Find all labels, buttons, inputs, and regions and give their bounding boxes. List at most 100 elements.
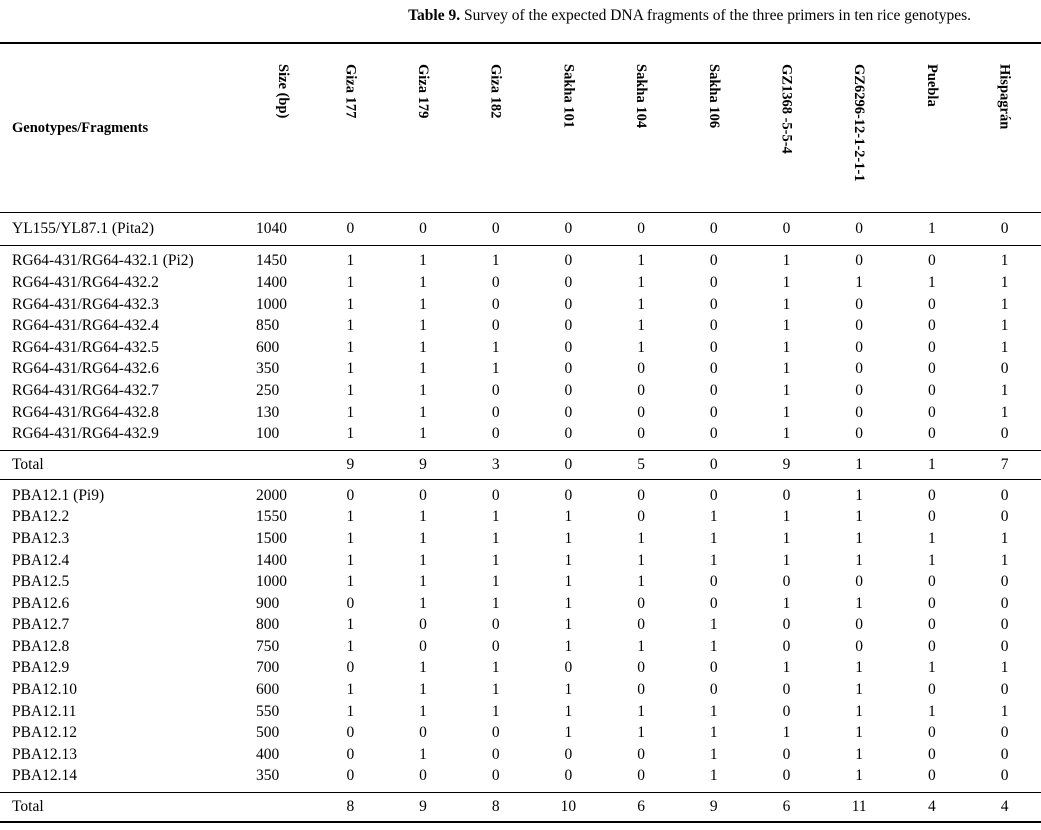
presence-value: 0 [927, 573, 936, 591]
fragment-size: 700 [256, 659, 280, 677]
fragment-label: PBA12.4 [12, 551, 70, 569]
presence-value: 1 [822, 478, 896, 507]
presence-value: 1 [564, 529, 573, 547]
header-genotype: Giza 177 [314, 42, 387, 213]
total-value: 9 [386, 449, 460, 480]
fragment-size: 600 [256, 338, 280, 356]
total-row: Total 9 9 3 0 5 0 9 1 1 7 [0, 449, 1041, 480]
presence-value: 0 [782, 681, 791, 699]
presence-value: 1 [491, 529, 500, 547]
fragment-size [252, 792, 315, 824]
presence-value: 0 [637, 403, 645, 421]
table-row: PBA12.9 700 0 1 1 0 0 0 1 1 1 1 [0, 658, 1041, 680]
presence-value: 0 [491, 724, 500, 742]
fragment-size: 800 [256, 616, 280, 634]
presence-value: 1 [346, 295, 355, 313]
presence-value: 0 [855, 295, 864, 313]
presence-value: 1 [564, 508, 573, 526]
table-row: PBA12.13 400 0 1 0 0 0 1 0 1 0 0 [0, 744, 1041, 766]
presence-value: 1 [346, 529, 355, 547]
presence-value: 1 [709, 724, 718, 742]
presence-value: 1 [419, 529, 427, 547]
total-value: 3 [459, 449, 533, 480]
fragment-label: PBA12.11 [12, 702, 77, 720]
presence-value: 1 [782, 551, 791, 569]
presence-value: 0 [855, 573, 864, 591]
fragment-label: PBA12.6 [12, 594, 70, 612]
presence-value: 0 [346, 767, 355, 785]
fragment-size: 1000 [256, 295, 288, 313]
presence-value: 0 [895, 478, 969, 507]
presence-value: 1 [782, 338, 791, 356]
presence-value: 0 [419, 767, 427, 785]
presence-value: 1 [346, 681, 355, 699]
table-row: PBA12.4 1400 1 1 1 1 1 1 1 1 1 1 [0, 550, 1041, 572]
presence-value: 0 [532, 244, 605, 273]
presence-value: 0 [564, 317, 573, 335]
presence-value: 0 [927, 360, 936, 378]
table-row: PBA12.7 800 1 0 0 1 0 1 0 0 0 0 [0, 615, 1041, 637]
presence-value: 1 [927, 551, 936, 569]
fragment-label: RG64-431/RG64-432.6 [12, 360, 159, 378]
presence-value: 0 [1000, 745, 1009, 763]
presence-value: 1 [855, 508, 864, 526]
table-row: RG64-431/RG64-432.5 600 1 1 1 0 1 0 1 0 0 1 [0, 337, 1041, 359]
total-value: 5 [604, 449, 678, 480]
presence-value: 0 [346, 594, 355, 612]
presence-value: 0 [782, 637, 791, 655]
presence-value: 1 [782, 594, 791, 612]
total-value: 9 [386, 792, 460, 824]
fragment-size: 1040 [256, 219, 288, 237]
fragment-size: 350 [256, 360, 280, 378]
presence-value: 0 [855, 338, 864, 356]
fragment-size: 1550 [256, 508, 288, 526]
presence-value: 1 [1000, 273, 1009, 291]
table-row: PBA12.5 1000 1 1 1 1 1 0 0 0 0 0 [0, 571, 1041, 593]
presence-value: 1 [1000, 403, 1009, 421]
presence-value: 0 [927, 724, 936, 742]
header-genotype-label: GZ1368 -5-5-4 [778, 64, 795, 154]
presence-value: 1 [855, 659, 864, 677]
presence-value: 1 [709, 745, 718, 763]
header-genotype-label: Sakha 106 [705, 64, 722, 129]
presence-value: 0 [637, 767, 645, 785]
total-value: 9 [677, 792, 751, 824]
presence-value: 0 [346, 219, 355, 237]
total-value: 0 [677, 449, 751, 480]
presence-value: 1 [419, 681, 427, 699]
presence-value: 1 [346, 317, 355, 335]
total-value: 4 [968, 792, 1041, 824]
header-genotype: GZ1368 -5-5-4 [750, 42, 823, 213]
presence-value: 1 [491, 681, 500, 699]
presence-value: 1 [855, 745, 864, 763]
presence-value: 0 [855, 317, 864, 335]
presence-value: 0 [637, 594, 645, 612]
presence-value: 1 [564, 594, 573, 612]
presence-value: 0 [1000, 681, 1009, 699]
presence-value: 1 [419, 360, 427, 378]
fragment-label: RG64-431/RG64-432.3 [12, 295, 159, 313]
presence-value: 1 [709, 551, 718, 569]
presence-value: 1 [750, 244, 823, 273]
presence-value: 0 [709, 317, 718, 335]
header-genotype-label: Sakha 101 [560, 64, 577, 129]
presence-value: 1 [491, 338, 500, 356]
presence-value: 1 [1000, 529, 1009, 547]
presence-value: 1 [1000, 381, 1009, 399]
presence-value: 1 [709, 767, 718, 785]
presence-value: 0 [491, 767, 500, 785]
presence-value: 1 [927, 529, 936, 547]
presence-value: 0 [927, 594, 936, 612]
fragment-size: 1000 [256, 573, 288, 591]
header-genotype: Sakha 104 [604, 42, 678, 213]
presence-value: 0 [532, 478, 605, 507]
presence-value: 1 [709, 702, 718, 720]
total-label: Total [0, 792, 253, 824]
presence-value: 1 [491, 659, 500, 677]
presence-value: 0 [927, 381, 936, 399]
table-row: PBA12.8 750 1 0 0 1 1 1 0 0 0 0 [0, 636, 1041, 658]
presence-value: 0 [782, 219, 791, 237]
presence-value: 1 [419, 403, 427, 421]
presence-value: 0 [855, 381, 864, 399]
fragment-label: RG64-431/RG64-432.7 [12, 381, 159, 399]
